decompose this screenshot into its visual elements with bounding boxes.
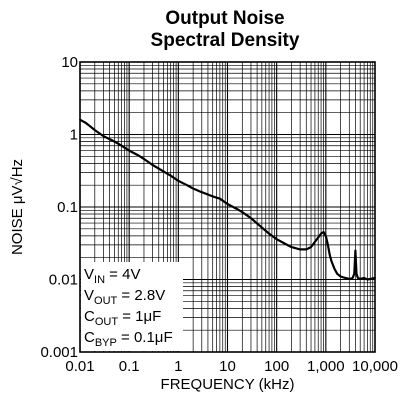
x-tick-label: 0.1 bbox=[119, 358, 140, 375]
condition-text: VOUT = 2.8V bbox=[84, 287, 165, 307]
data-point bbox=[324, 234, 327, 237]
data-point bbox=[200, 191, 203, 194]
data-point bbox=[322, 231, 325, 234]
y-tick-label: 0.01 bbox=[49, 272, 78, 289]
data-point bbox=[333, 268, 336, 270]
series-group bbox=[79, 118, 376, 281]
data-point bbox=[363, 277, 365, 279]
x-tick-label: 0.01 bbox=[65, 358, 94, 375]
data-point bbox=[143, 158, 145, 160]
plot-frame bbox=[79, 61, 376, 353]
data-point bbox=[120, 144, 123, 147]
x-tick-labels: 0.01 0.1 1 10 100 1,000 10,000 bbox=[65, 358, 398, 375]
y-axis-label: NOISE μV√Hz bbox=[9, 159, 26, 255]
data-point bbox=[320, 232, 322, 235]
data-point bbox=[136, 154, 139, 156]
data-point bbox=[93, 129, 96, 131]
data-point bbox=[128, 149, 131, 152]
data-point bbox=[218, 197, 221, 200]
data-point bbox=[330, 260, 333, 262]
data-point bbox=[351, 277, 354, 279]
data-point bbox=[305, 248, 308, 251]
data-point bbox=[348, 277, 351, 280]
data-point bbox=[374, 277, 376, 279]
data-point bbox=[89, 125, 91, 128]
data-point bbox=[328, 253, 331, 256]
data-point bbox=[186, 184, 188, 187]
data-point bbox=[268, 232, 270, 235]
x-tick-label: 10 bbox=[219, 358, 236, 375]
conditions-background bbox=[81, 262, 183, 351]
data-point bbox=[284, 242, 287, 245]
data-point bbox=[366, 278, 369, 281]
data-point bbox=[355, 272, 358, 275]
condition-text: VIN = 4V bbox=[84, 266, 140, 286]
y-tick-label: 10 bbox=[61, 54, 78, 71]
data-point bbox=[250, 217, 252, 220]
data-point bbox=[102, 135, 105, 138]
data-point bbox=[344, 277, 347, 279]
y-tick-label: 0.001 bbox=[40, 344, 78, 361]
data-point bbox=[235, 207, 238, 210]
data-point bbox=[299, 248, 302, 251]
data-point bbox=[226, 203, 229, 205]
data-point bbox=[310, 246, 312, 248]
data-point bbox=[169, 174, 172, 177]
y-tick-label: 0.1 bbox=[57, 199, 78, 216]
data-point bbox=[339, 275, 342, 278]
data-point bbox=[79, 118, 81, 121]
x-tick-label: 10,000 bbox=[352, 358, 398, 375]
data-point bbox=[354, 249, 357, 252]
data-point bbox=[84, 121, 87, 124]
data-point bbox=[151, 164, 154, 166]
data-point bbox=[162, 170, 165, 173]
x-tick-label: 1 bbox=[174, 358, 182, 375]
chart-title-line1: Output Noise bbox=[165, 8, 285, 29]
data-point bbox=[290, 246, 293, 248]
data-point bbox=[211, 195, 214, 198]
data-point bbox=[353, 272, 356, 275]
data-point bbox=[241, 211, 244, 214]
data-point bbox=[326, 244, 329, 246]
data-point bbox=[275, 238, 278, 241]
x-tick-label: 1,000 bbox=[307, 358, 345, 375]
data-point bbox=[369, 277, 372, 280]
data-point bbox=[260, 226, 263, 229]
data-point bbox=[177, 179, 180, 182]
data-point bbox=[336, 272, 339, 275]
data-point bbox=[314, 241, 316, 243]
x-tick-label: 100 bbox=[264, 358, 289, 375]
condition-text: CBYP = 0.1μF bbox=[84, 329, 173, 349]
data-point bbox=[192, 187, 195, 190]
y-tick-labels: 0.001 0.01 0.1 1 10 bbox=[40, 54, 78, 361]
y-tick-label: 1 bbox=[70, 127, 78, 144]
chart-title-line2: Spectral Density bbox=[150, 30, 300, 51]
data-point bbox=[317, 236, 320, 239]
data-point bbox=[359, 277, 362, 280]
data-point bbox=[357, 277, 359, 279]
x-axis-label: FREQUENCY (kHz) bbox=[161, 376, 295, 393]
data-point bbox=[113, 140, 116, 143]
condition-text: COUT = 1μF bbox=[84, 308, 161, 328]
